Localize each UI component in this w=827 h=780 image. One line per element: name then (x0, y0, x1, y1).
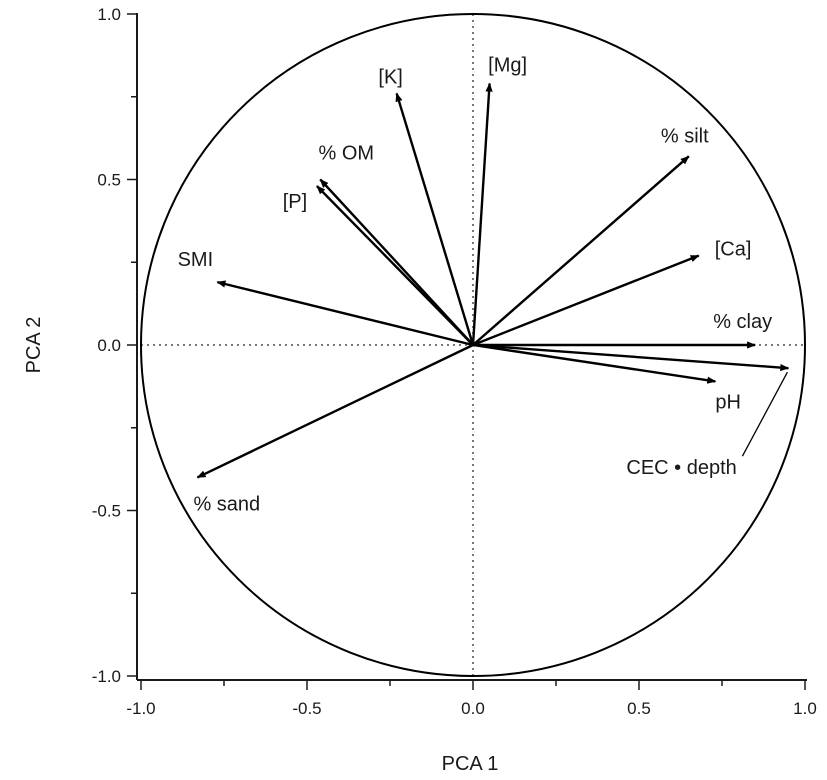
label-om: % OM (318, 143, 374, 165)
label-cec-depth: CEC • depth (626, 457, 736, 479)
label-mg: [Mg] (488, 55, 527, 77)
label-smi: SMI (178, 249, 214, 271)
label-sand: % sand (193, 493, 260, 515)
y-axis-title: PCA 2 (23, 317, 45, 374)
vector-ca (472, 254, 700, 347)
vector-cec-depth (472, 343, 790, 372)
vector-k (395, 92, 475, 346)
x-tick-label: 0.0 (461, 699, 485, 718)
label-k: [K] (378, 66, 402, 88)
x-axis-title: PCA 1 (442, 753, 499, 775)
x-tick-label: -1.0 (126, 699, 155, 718)
x-tick-label: 1.0 (793, 699, 817, 718)
y-tick-label: 1.0 (97, 5, 121, 24)
vector-labels: [Mg] [K] % OM [P] % silt [Ca] SMI % clay pH CEC •… (178, 55, 788, 515)
label-p: [P] (283, 191, 307, 213)
vector-mg (471, 82, 493, 346)
y-tick-label: -1.0 (92, 667, 121, 686)
vector-silt (472, 155, 690, 346)
label-silt: % silt (661, 125, 709, 147)
y-tick-label: 0.5 (97, 171, 121, 190)
unit-circle (140, 13, 806, 677)
vector-smi (216, 280, 474, 347)
leader-line-cec-depth (741, 371, 788, 457)
x-tick-label: -0.5 (292, 699, 321, 718)
vector-ph (472, 343, 717, 384)
axes: -1.0 -0.5 0.0 0.5 1.0 -1.0 -0.5 0.0 0.5 1.0 (92, 5, 817, 718)
loading-vectors (196, 82, 790, 479)
label-clay: % clay (713, 311, 772, 333)
correlation-circle-layer (140, 13, 806, 677)
label-ph: pH (715, 391, 741, 413)
label-ca: [Ca] (715, 239, 752, 261)
y-tick-label: 0.0 (97, 336, 121, 355)
x-tick-label: 0.5 (627, 699, 651, 718)
vector-p (316, 185, 474, 346)
vector-sand (196, 343, 474, 479)
y-tick-label: -0.5 (92, 502, 121, 521)
